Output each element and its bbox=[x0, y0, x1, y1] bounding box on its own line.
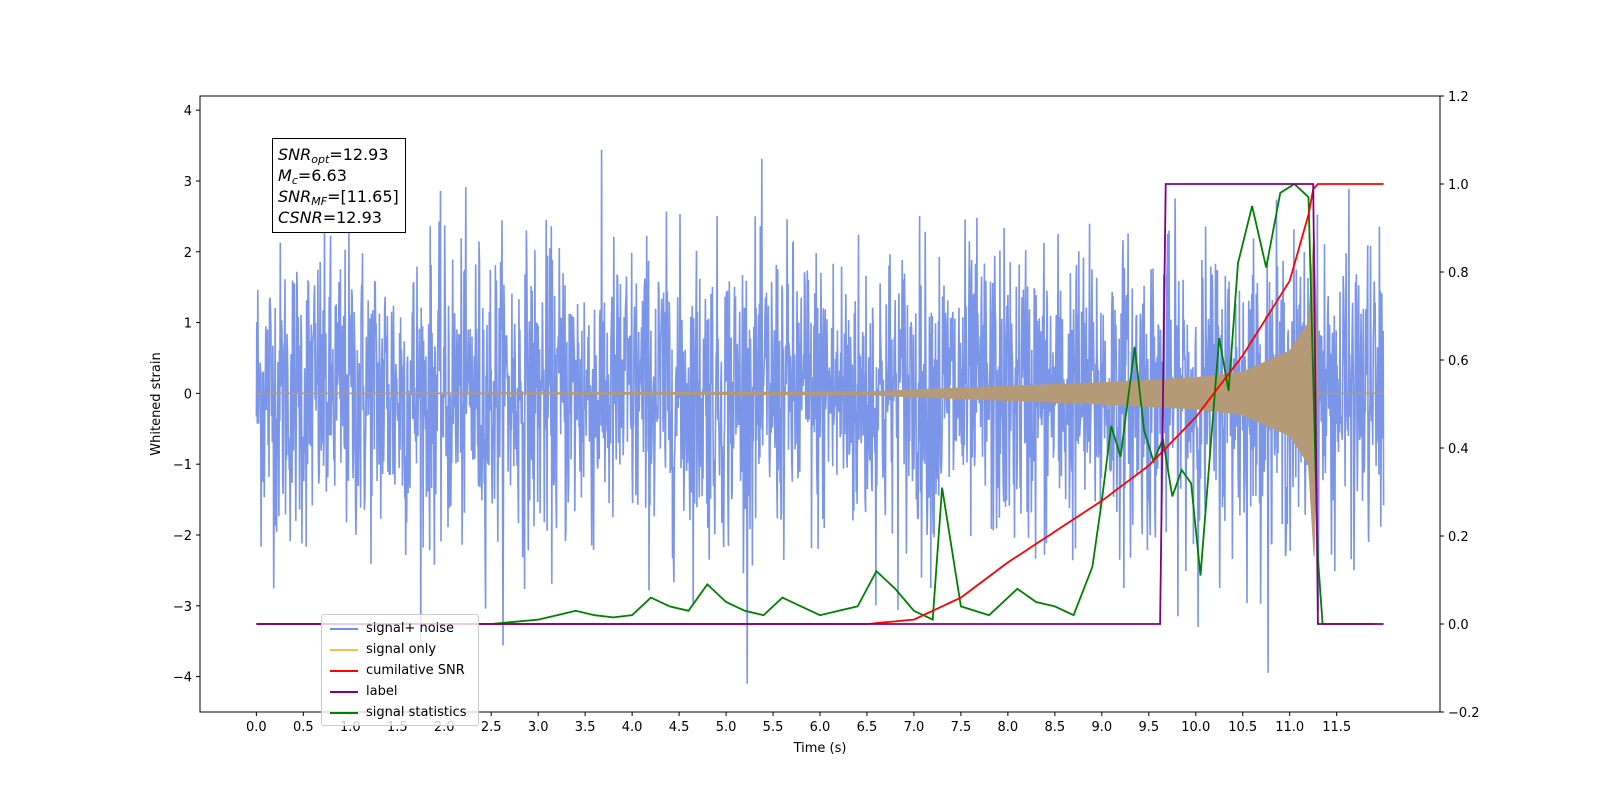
y-tick-label: −4 bbox=[173, 671, 192, 686]
y2-tick-label: 0.4 bbox=[1448, 442, 1469, 457]
snr-mf-line: SNRMF=[11.65] bbox=[278, 187, 399, 208]
legend-item-signal-only: signal only bbox=[322, 639, 478, 660]
y2-tick-label: 0.0 bbox=[1448, 618, 1469, 633]
x-tick-label: 11.0 bbox=[1275, 720, 1304, 735]
legend-label: signal statistics bbox=[366, 705, 467, 720]
annotation-box: SNRopt=12.93 Mc=6.63 SNRMF=[11.65] CSNR=… bbox=[272, 138, 406, 233]
y2-tick-label: 1.0 bbox=[1448, 178, 1469, 193]
mc-line: Mc=6.63 bbox=[278, 166, 347, 187]
x-tick-label: 0.0 bbox=[246, 720, 267, 735]
x-tick-label: 10.5 bbox=[1228, 720, 1257, 735]
x-tick-label: 3.0 bbox=[528, 720, 549, 735]
x-axis-label: Time (s) bbox=[793, 741, 847, 756]
series-signal-noise bbox=[255, 149, 1385, 684]
y2-tick-label: 1.2 bbox=[1448, 90, 1469, 105]
y-tick-label: −3 bbox=[173, 600, 192, 615]
x-tick-label: 4.0 bbox=[622, 720, 643, 735]
x-tick-label: 5.5 bbox=[763, 720, 784, 735]
x-tick-label: 0.5 bbox=[293, 720, 314, 735]
x-tick-label: 8.5 bbox=[1045, 720, 1066, 735]
y-axis-right: 1.2 1.0 0.8 0.6 0.4 0.2 0.0 −0.2 bbox=[1440, 90, 1480, 721]
legend-label: signal only bbox=[366, 642, 437, 657]
x-tick-label: 5.0 bbox=[716, 720, 737, 735]
x-tick-label: 6.5 bbox=[857, 720, 878, 735]
x-tick-label: 9.0 bbox=[1091, 720, 1112, 735]
x-tick-label: 6.0 bbox=[810, 720, 831, 735]
y-tick-label: 1 bbox=[184, 317, 192, 332]
legend-item-cumulative-snr: cumilative SNR bbox=[322, 660, 478, 681]
y2-tick-label: −0.2 bbox=[1448, 706, 1480, 721]
series-layer bbox=[255, 149, 1385, 684]
x-tick-label: 4.5 bbox=[669, 720, 690, 735]
y-tick-label: −2 bbox=[173, 529, 192, 544]
legend-label: cumilative SNR bbox=[366, 663, 465, 678]
legend-item-label: label bbox=[322, 681, 478, 702]
y-tick-label: 0 bbox=[184, 387, 192, 402]
x-tick-label: 2.5 bbox=[481, 720, 502, 735]
legend-item-signal-statistics: signal statistics bbox=[322, 702, 478, 723]
legend-swatch bbox=[330, 690, 358, 693]
legend: signal+ noise signal only cumilative SNR… bbox=[321, 614, 479, 726]
x-tick-label: 7.5 bbox=[951, 720, 972, 735]
y2-tick-label: 0.6 bbox=[1448, 354, 1469, 369]
x-tick-label: 8.0 bbox=[998, 720, 1019, 735]
legend-swatch bbox=[330, 711, 358, 714]
y-tick-label: −1 bbox=[173, 458, 192, 473]
y-axis-label: Whitened strain bbox=[149, 352, 164, 455]
y2-tick-label: 0.2 bbox=[1448, 530, 1469, 545]
snr-opt-line: SNRopt=12.93 bbox=[278, 145, 389, 166]
x-tick-label: 9.5 bbox=[1138, 720, 1159, 735]
x-tick-label: 3.5 bbox=[575, 720, 596, 735]
y-tick-label: 3 bbox=[184, 175, 192, 190]
x-tick-label: 11.5 bbox=[1322, 720, 1351, 735]
y-tick-label: 2 bbox=[184, 246, 192, 261]
series-signal-statistics bbox=[256, 182, 1375, 625]
legend-swatch bbox=[330, 627, 358, 630]
legend-swatch bbox=[330, 669, 358, 672]
legend-label: signal+ noise bbox=[366, 621, 455, 636]
legend-swatch bbox=[330, 648, 358, 651]
series-label bbox=[256, 183, 1384, 625]
legend-item-signal-noise: signal+ noise bbox=[322, 618, 478, 639]
x-tick-label: 7.0 bbox=[904, 720, 925, 735]
csnr-line: CSNR=12.93 bbox=[278, 208, 382, 227]
y-tick-label: 4 bbox=[184, 104, 192, 119]
y2-tick-label: 0.8 bbox=[1448, 266, 1469, 281]
legend-label: label bbox=[366, 684, 398, 699]
y-axis-left: 4 3 2 1 0 −1 −2 −3 −4 bbox=[173, 104, 200, 686]
x-tick-label: 10.0 bbox=[1181, 720, 1210, 735]
